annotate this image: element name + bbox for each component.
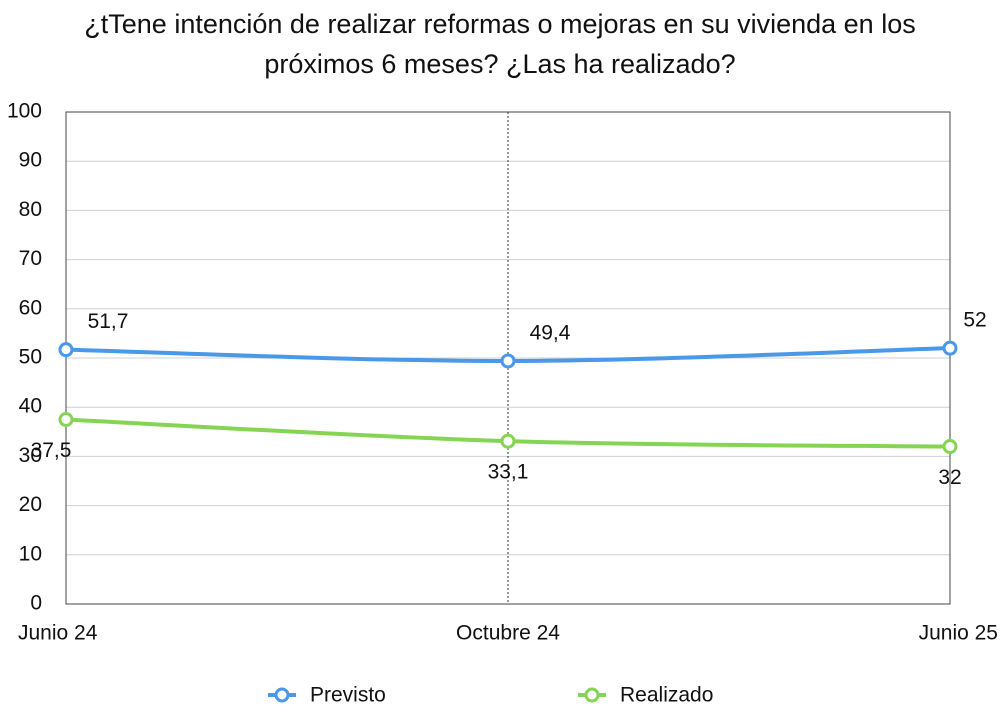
y-tick-label: 30 xyxy=(19,444,42,467)
y-tick-label: 80 xyxy=(19,198,42,221)
y-tick-label: 20 xyxy=(19,493,42,516)
y-tick-label: 50 xyxy=(19,346,42,369)
x-tick-label: Junio 24 xyxy=(18,622,98,645)
data-point xyxy=(942,340,958,356)
data-label: 52 xyxy=(963,309,986,332)
data-label: 49,4 xyxy=(530,321,571,344)
data-label: 51,7 xyxy=(88,310,129,333)
y-tick-label: 60 xyxy=(19,296,42,319)
x-tick-label: Junio 25 xyxy=(919,622,998,645)
data-point xyxy=(500,433,516,449)
y-tick-label: 10 xyxy=(19,542,42,565)
data-point xyxy=(58,342,74,358)
data-label: 32 xyxy=(938,466,961,489)
y-tick-label: 40 xyxy=(19,395,42,418)
legend-marker xyxy=(584,687,600,703)
legend-label: Realizado xyxy=(620,684,713,707)
data-point xyxy=(58,412,74,427)
y-tick-label: 0 xyxy=(30,592,42,615)
data-label: 33,1 xyxy=(488,461,529,484)
data-label: 37,5 xyxy=(31,439,72,462)
chart-title: ¿tTene intención de realizar reformas o … xyxy=(84,9,916,79)
x-tick-label: Octubre 24 xyxy=(456,622,560,645)
data-point xyxy=(500,353,516,369)
legend-label: Previsto xyxy=(310,684,386,707)
data-point xyxy=(942,439,958,455)
y-tick-label: 100 xyxy=(7,100,42,123)
y-tick-label: 70 xyxy=(19,247,42,270)
y-tick-label: 90 xyxy=(19,149,42,172)
legend-marker xyxy=(274,687,290,703)
